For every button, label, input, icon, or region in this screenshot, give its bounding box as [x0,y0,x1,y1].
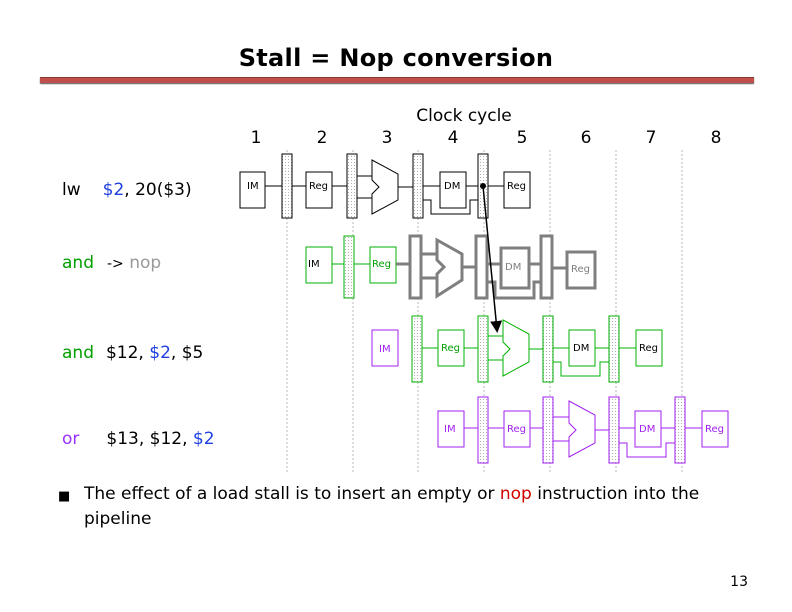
stage-label: IM [379,344,391,355]
stage-label: DM [573,343,589,354]
im-block [371,329,399,367]
alu-shape [435,237,464,299]
pipeline-register [346,153,358,219]
cycle-number: 2 [316,128,328,148]
opcode: and [62,253,94,273]
operands: $12, [105,343,150,363]
arrow: -> [106,256,124,272]
clock-cycle-label: Clock cycle [416,106,512,126]
nop-label: nop [129,253,162,273]
operands: , 20($3) [124,180,192,200]
dm-block [499,246,531,290]
register: $2 [149,343,171,363]
stage-label: DM [505,262,521,273]
pipeline-register [608,396,620,464]
stage-label: Reg [705,424,724,435]
dm-block [568,329,596,367]
operands: , $5 [170,343,204,363]
cycle-number: 3 [381,128,393,148]
bullet-text: The effect of a load stall is to insert … [84,482,764,532]
cycle-number: 1 [250,128,262,148]
pipeline-row-nop [305,235,410,299]
dm-block [439,171,467,209]
alu-shape [371,159,399,215]
pipeline-register [542,315,554,383]
instruction-lw: lw $2, 20($3) [62,180,192,200]
cycle-number: 6 [580,128,592,148]
pipeline-register [474,234,489,300]
stage-label: DM [639,424,655,435]
reg-block [503,171,531,209]
pipeline-row-lw [239,153,531,219]
page-number: 13 [730,574,748,590]
pipeline-register [408,234,423,300]
stage-label: IM [247,181,259,192]
stage-label: Reg [309,181,328,192]
stage-label: Reg [507,181,526,192]
pipeline-register [412,153,424,219]
register: $2 [192,429,215,449]
im-block [239,171,266,209]
reg-block [305,171,333,209]
stage-label: IM [308,259,320,270]
stage-label: DM [444,181,460,192]
im-block [437,410,465,448]
pipeline-register [343,235,355,299]
stage-label: Reg [571,264,590,275]
pipeline-register [411,315,423,383]
cycle-number: 8 [710,128,722,148]
title-underline [40,77,754,83]
reg-block [701,410,729,448]
reg-block [565,250,597,290]
instruction-or: or $13, $12, $2 [62,429,215,449]
forwarding-arrow [480,183,503,333]
pipeline-register [608,315,620,383]
instruction-and-nop: and -> nop [62,253,161,273]
reg-block [437,329,465,367]
pipeline-register [477,396,489,464]
alu-shape [568,400,596,458]
stage-label: Reg [372,259,391,270]
note-highlight: nop [499,484,532,504]
cycle-number: 7 [645,128,657,148]
stage-label: Reg [441,343,460,354]
pipeline-row-nop-bubble [408,234,597,300]
bullet-icon: ■ [58,489,71,504]
reg-block [503,410,531,448]
slide-title: Stall = Nop conversion [238,44,554,72]
operands: $13, $12, [106,429,193,449]
pipeline-row-or [437,396,729,464]
alu-shape [502,319,530,377]
opcode: or [62,429,80,449]
cycle-number: 5 [516,128,528,148]
pipeline-register [542,396,554,464]
opcode: and [62,343,94,363]
dm-block [634,410,662,448]
opcode: lw [62,180,81,200]
instruction-and: and $12, $2, $5 [62,343,203,363]
stage-label: IM [444,424,456,435]
pipeline-register [674,396,686,464]
pipeline-row-and [371,315,663,383]
reg-block [369,246,397,284]
im-block [305,246,333,284]
register: $2 [102,180,125,200]
pipeline-register [281,153,293,219]
note-text: The effect of a load stall is to insert … [84,484,500,504]
stage-label: Reg [507,424,526,435]
pipeline-register [539,234,554,300]
pipeline-register [477,315,489,383]
cycle-number: 4 [447,128,459,148]
stage-label: Reg [639,343,658,354]
reg-block [635,329,663,367]
note-text: instruction into the pipeline [84,484,700,529]
